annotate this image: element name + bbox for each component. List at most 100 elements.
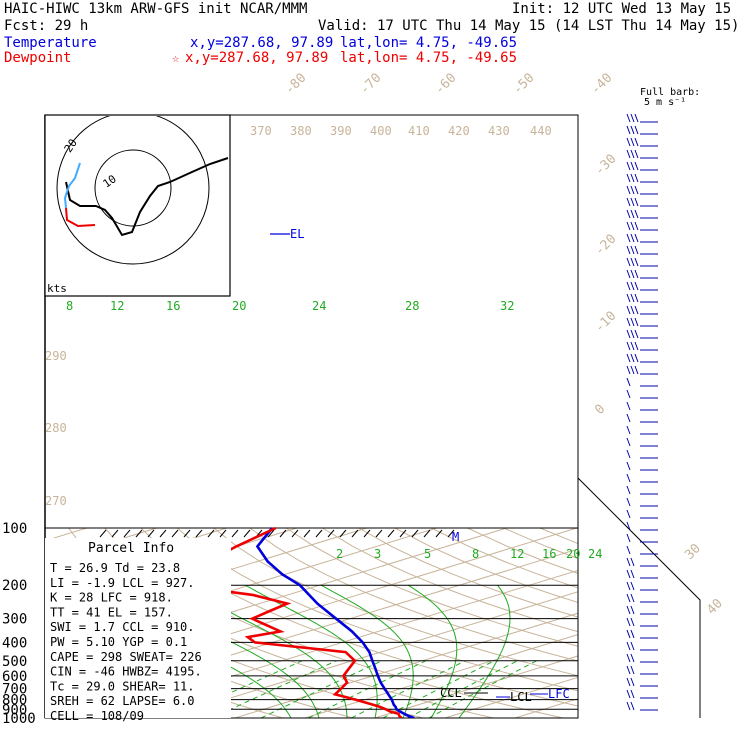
wind-barb-feather bbox=[626, 617, 631, 627]
pressure-tick-100: 100 bbox=[2, 521, 27, 537]
hodograph-wind-trace bbox=[65, 157, 229, 237]
theta-label: 440 bbox=[530, 124, 552, 138]
theta-label: 390 bbox=[330, 124, 352, 138]
wind-barb-feather bbox=[626, 305, 631, 315]
wind-barb-feather bbox=[626, 569, 631, 579]
wind-barb-feather bbox=[626, 449, 631, 459]
dry-adiabat-line bbox=[467, 527, 578, 574]
theta-label: 380 bbox=[290, 124, 312, 138]
parcel-info-row: LI = -1.9 LCL = 927. bbox=[50, 576, 195, 590]
pressure-tick-400: 400 bbox=[2, 635, 27, 651]
hodograph-ring-label-10: 10 bbox=[100, 172, 118, 190]
wind-barb-feather bbox=[630, 317, 635, 327]
moist-adiabat-label: 16 bbox=[166, 299, 180, 313]
wind-barb-feather bbox=[626, 413, 631, 423]
dry-adiabat-line bbox=[322, 527, 578, 633]
theta-label: 290 bbox=[45, 349, 67, 363]
wind-barb-feather bbox=[626, 629, 631, 639]
wind-barb-feather bbox=[626, 473, 631, 483]
wind-barb-feather bbox=[630, 701, 635, 711]
hatch-mark bbox=[399, 529, 407, 538]
wind-barb-feather bbox=[630, 557, 635, 567]
hodograph-low-level-trace bbox=[63, 162, 81, 209]
pressure-tick-900: 900 bbox=[2, 702, 27, 718]
lower-right-outline bbox=[577, 477, 701, 718]
moist-adiabat-label: 20 bbox=[232, 299, 246, 313]
dry-adiabat-line bbox=[249, 527, 578, 662]
wind-barb-feather bbox=[630, 569, 635, 579]
wind-barb-feather bbox=[630, 305, 635, 315]
wind-barb-feather bbox=[634, 317, 639, 327]
hatch-mark bbox=[267, 529, 275, 538]
wind-barb-feather bbox=[630, 245, 635, 255]
wind-barb-feather bbox=[630, 149, 635, 159]
hatch-mark bbox=[435, 529, 443, 538]
temperature-label: Temperature bbox=[4, 35, 97, 51]
wind-barb-feather bbox=[626, 545, 631, 555]
wind-barb-feather bbox=[626, 641, 631, 651]
isotherm-line bbox=[444, 676, 578, 718]
temperature-latlon: lat,lon= 4.75, -49.65 bbox=[340, 35, 517, 51]
wind-barb-feather bbox=[630, 293, 635, 303]
hodograph-frame bbox=[44, 114, 231, 297]
wind-barb-feather bbox=[634, 329, 639, 339]
wind-barb-feather bbox=[630, 185, 635, 195]
wind-barb-feather bbox=[626, 113, 631, 123]
wind-barb-feather bbox=[634, 269, 639, 279]
wind-barb-feather bbox=[634, 149, 639, 159]
wind-barb-feather bbox=[634, 341, 639, 351]
hatch-mark bbox=[327, 529, 335, 538]
moist-adiabat-label: 28 bbox=[405, 299, 419, 313]
hatch-mark bbox=[387, 529, 395, 538]
parcel-info-row: CELL = 108/09 bbox=[50, 709, 144, 723]
dry-adiabat-line bbox=[213, 527, 578, 677]
isotherm-line bbox=[164, 591, 578, 718]
hatch-mark bbox=[351, 529, 359, 538]
theta-label: 420 bbox=[448, 124, 470, 138]
pressure-tick-800: 800 bbox=[2, 693, 27, 709]
wind-barb-feather bbox=[626, 317, 631, 327]
wind-barb-feather bbox=[626, 533, 631, 543]
parcel-info-row: CAPE = 298 SWEAT= 226 bbox=[50, 650, 202, 664]
moist-adiabat-label: 24 bbox=[312, 299, 326, 313]
parcel-info-row: PW = 5.10 YGP = 0.1 bbox=[50, 635, 187, 649]
isotherm-line bbox=[585, 528, 740, 718]
hatch-mark bbox=[375, 529, 383, 538]
wind-barb-feather bbox=[626, 245, 631, 255]
wind-barb-feather bbox=[626, 605, 631, 615]
pressure-tick-500: 500 bbox=[2, 654, 27, 670]
temperature-xy: x,y=287.68, 97.89 bbox=[190, 35, 333, 51]
wind-barb-feather bbox=[630, 605, 635, 615]
wind-barb-feather bbox=[630, 329, 635, 339]
wind-barb-feather bbox=[634, 125, 639, 135]
parcel-info-row: SWI = 1.7 CCL = 910. bbox=[50, 620, 195, 634]
isotherm-label: -30 bbox=[592, 152, 619, 179]
dewpoint-marker-icon: ☆ bbox=[172, 51, 179, 65]
header-line2-right: Valid: 17 UTC Thu 14 May 15 (14 LST Thu … bbox=[318, 18, 739, 34]
wind-barb-feather bbox=[626, 677, 631, 687]
moist-adiabat-label: 12 bbox=[110, 299, 124, 313]
header-line2-left: Fcst: 29 h bbox=[4, 18, 88, 34]
wind-barb-feather bbox=[626, 329, 631, 339]
wind-barb-feather bbox=[630, 281, 635, 291]
wind-barb-feather bbox=[634, 257, 639, 267]
dry-adiabat-line bbox=[358, 527, 578, 618]
wind-barb-feather bbox=[630, 593, 635, 603]
mixing-ratio-label: 24 bbox=[588, 547, 602, 561]
wind-barb-feather bbox=[630, 125, 635, 135]
hatch-mark bbox=[231, 529, 239, 538]
wind-barb-feather bbox=[630, 173, 635, 183]
wind-barb-feather bbox=[634, 221, 639, 231]
wind-barb-feather bbox=[630, 161, 635, 171]
wind-barb-feather bbox=[626, 161, 631, 171]
wind-barb-feather bbox=[626, 173, 631, 183]
wind-barb-feather bbox=[634, 365, 639, 375]
isotherm-label: -80 bbox=[282, 71, 309, 98]
isotherm-label: -60 bbox=[432, 71, 459, 98]
moist-adiabat-label: 32 bbox=[500, 299, 514, 313]
barb-legend-line1: Full barb: bbox=[640, 87, 700, 98]
wind-barb-feather bbox=[626, 665, 631, 675]
hatch-mark bbox=[243, 529, 251, 538]
parcel-info-row: TT = 41 EL = 157. bbox=[50, 605, 173, 619]
